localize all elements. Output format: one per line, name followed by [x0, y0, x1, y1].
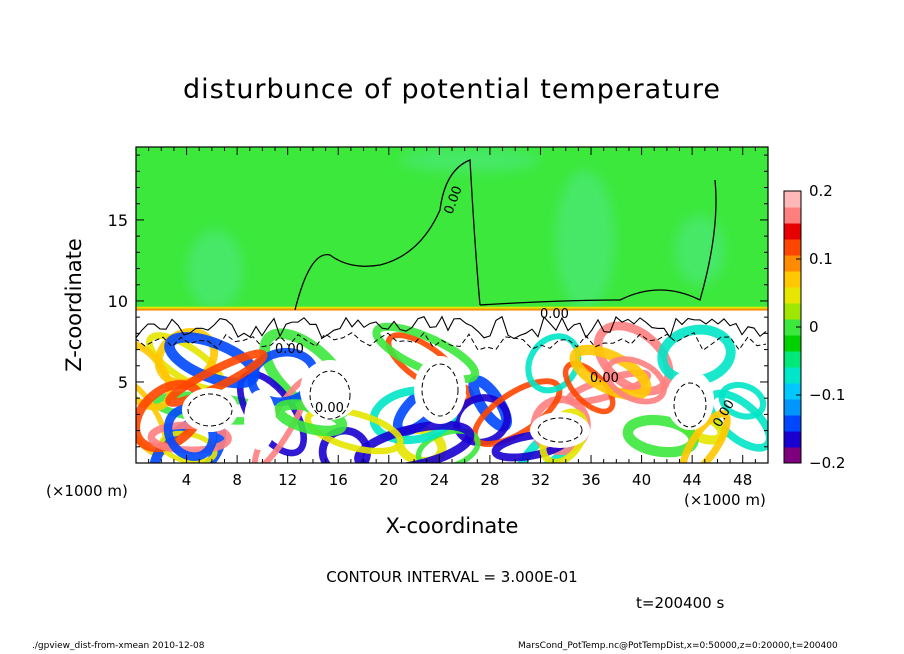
colorbar-swatch	[784, 255, 801, 272]
colorbar-tick-label: 0	[809, 318, 819, 336]
colorbar-swatch	[784, 351, 801, 368]
contour-line	[294, 159, 481, 311]
contour-line	[187, 393, 233, 427]
x-tick-label: 28	[480, 471, 499, 489]
swirl	[354, 420, 475, 463]
colorbar-swatch	[784, 303, 801, 320]
y-tick-label: 10	[108, 292, 128, 311]
swirl	[603, 356, 668, 405]
colorbar-tick-label: 0.1	[809, 250, 833, 268]
swirl	[718, 381, 767, 420]
upper-layer-patches	[187, 148, 725, 310]
x-tick-label: 40	[632, 471, 651, 489]
swirl	[372, 322, 480, 384]
light-patch	[555, 170, 615, 310]
swirl	[136, 339, 174, 411]
colorbar-swatch	[784, 319, 801, 336]
footer-data-info: MarsCond_PotTemp.nc@PotTempDist,x=0:5000…	[518, 641, 838, 651]
colorbar-swatch	[784, 239, 801, 256]
x-axis-label: X-coordinate	[385, 514, 519, 538]
temperature-field	[136, 147, 768, 463]
y-axis: 5 10 15	[108, 154, 768, 448]
colorbar-swatch	[784, 191, 801, 208]
contour-label: 0.00	[275, 342, 304, 357]
contour-line	[421, 363, 459, 417]
contour-interval-text: CONTOUR INTERVAL = 3.000E-01	[326, 568, 578, 586]
contour-line	[309, 370, 351, 420]
x-tick-label: 16	[329, 471, 348, 489]
contour-line	[673, 382, 707, 428]
x-tick-label: 48	[733, 471, 752, 489]
contour-line	[479, 179, 717, 306]
contour-line	[136, 315, 767, 340]
colorbar-swatch	[784, 399, 801, 416]
x-tick-label: 36	[581, 471, 600, 489]
contour-label: 0.00	[315, 401, 344, 416]
colorbar-swatch	[784, 447, 801, 464]
swirl	[679, 410, 731, 463]
eddy-core	[666, 370, 714, 430]
eddy-core	[300, 360, 360, 420]
x-tick-label: 4	[182, 471, 192, 489]
x-tick-label: 24	[430, 471, 449, 489]
swirl	[304, 406, 404, 455]
x-tick-label: 32	[531, 471, 550, 489]
x-axis: 4 8 12 16 20 24 28 32 36 40 44 48	[148, 147, 756, 489]
yellow-band	[136, 306, 768, 309]
lower-layer-swirls	[136, 321, 768, 463]
eddy-core	[530, 412, 590, 448]
x-tick-label: 12	[278, 471, 297, 489]
colorbar: 0.2 0.1 0 −0.1 −0.2	[783, 182, 845, 472]
colorbar-swatch	[784, 383, 801, 400]
eddy-core	[414, 356, 466, 424]
x-tick-label: 44	[683, 471, 702, 489]
colorbar-swatch	[784, 223, 801, 240]
x-unit-label-left: (×1000 m)	[46, 482, 128, 500]
colorbar-swatch	[784, 431, 801, 448]
x-tick-label: 20	[379, 471, 398, 489]
contour-line	[136, 332, 767, 352]
x-unit-label-right: (×1000 m)	[684, 491, 766, 509]
light-patch	[187, 230, 243, 310]
colorbar-tick-label: −0.1	[809, 386, 845, 404]
chart-title: disturbunce of potential temperature	[183, 74, 721, 105]
colorbar-tick-label: −0.2	[809, 454, 845, 472]
swirl	[318, 426, 372, 463]
colorbar-tick-label: 0.2	[809, 182, 833, 200]
contour-line	[537, 417, 583, 443]
y-tick-label: 15	[108, 211, 128, 230]
colorbar-swatch	[784, 415, 801, 432]
footer-script-info: ./gpview_dist-from-xmean 2010-12-08	[32, 641, 205, 651]
eddy-core	[244, 390, 276, 450]
colorbar-swatch	[784, 207, 801, 224]
eddy-core	[182, 388, 238, 432]
light-patch	[675, 215, 725, 285]
x-tick-label: 8	[232, 471, 242, 489]
orange-band	[136, 308, 768, 311]
y-tick-label: 5	[118, 373, 128, 392]
swirl	[525, 333, 582, 394]
colorbar-swatch	[784, 287, 801, 304]
time-stamp-text: t=200400 s	[636, 594, 725, 612]
contour-label: 0.00	[590, 371, 619, 386]
colorbar-swatch	[784, 367, 801, 384]
contour-label: 0.00	[540, 307, 569, 322]
colorbar-swatch	[784, 271, 801, 288]
swirl	[562, 360, 616, 415]
swirl	[165, 349, 268, 407]
colorbar-swatch	[784, 335, 801, 352]
